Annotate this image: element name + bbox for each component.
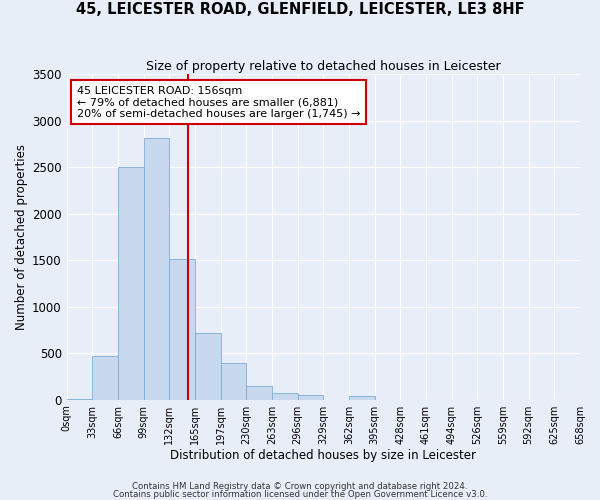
Bar xyxy=(143,138,169,400)
Bar xyxy=(92,356,118,400)
Bar xyxy=(118,167,143,400)
Text: 45 LEICESTER ROAD: 156sqm
← 79% of detached houses are smaller (6,881)
20% of se: 45 LEICESTER ROAD: 156sqm ← 79% of detac… xyxy=(77,86,361,119)
Y-axis label: Number of detached properties: Number of detached properties xyxy=(15,144,28,330)
Bar xyxy=(195,332,221,400)
Bar xyxy=(221,362,247,400)
Bar xyxy=(298,395,323,400)
Bar xyxy=(169,260,195,400)
Text: 45, LEICESTER ROAD, GLENFIELD, LEICESTER, LE3 8HF: 45, LEICESTER ROAD, GLENFIELD, LEICESTER… xyxy=(76,2,524,18)
Bar xyxy=(247,386,272,400)
Title: Size of property relative to detached houses in Leicester: Size of property relative to detached ho… xyxy=(146,60,500,73)
Bar xyxy=(349,396,374,400)
Text: Contains HM Land Registry data © Crown copyright and database right 2024.: Contains HM Land Registry data © Crown c… xyxy=(132,482,468,491)
Bar xyxy=(272,393,298,400)
Text: Contains public sector information licensed under the Open Government Licence v3: Contains public sector information licen… xyxy=(113,490,487,499)
X-axis label: Distribution of detached houses by size in Leicester: Distribution of detached houses by size … xyxy=(170,450,476,462)
